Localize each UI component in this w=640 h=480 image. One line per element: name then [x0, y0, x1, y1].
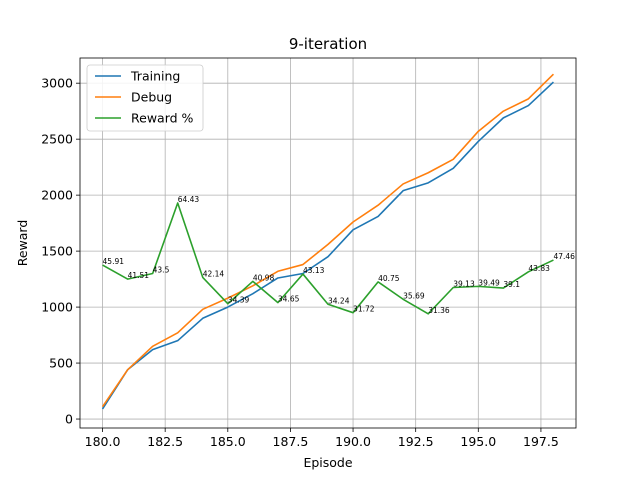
y-tick-label: 500	[49, 356, 73, 371]
legend: Training Debug Reward %	[86, 64, 204, 132]
series-line-reward	[102, 202, 554, 315]
data-label: 31.36	[428, 306, 450, 315]
data-label: 47.46	[553, 252, 575, 261]
y-tick-label: 2000	[41, 188, 73, 203]
x-tick-label: 187.5	[273, 434, 309, 449]
x-tick-label: 195.0	[460, 434, 496, 449]
y-tick-label: 0	[65, 412, 73, 427]
x-tick-label: 197.5	[523, 434, 559, 449]
y-axis-label: Reward	[15, 220, 30, 267]
y-tick-label: 1000	[41, 300, 73, 315]
data-label: 64.43	[178, 195, 200, 204]
x-tick-label: 190.0	[335, 434, 371, 449]
data-label: 40.98	[253, 273, 275, 282]
data-label: 39.49	[478, 278, 500, 287]
series-line-debug	[101, 73, 555, 408]
x-tick-label: 185.0	[210, 434, 246, 449]
y-tick-label: 2500	[41, 132, 73, 147]
data-label: 39.1	[503, 280, 520, 289]
y-tick-label: 3000	[41, 76, 73, 91]
legend-label: Debug	[131, 90, 172, 105]
data-label: 34.65	[278, 295, 300, 304]
x-axis-label: Episode	[303, 455, 352, 470]
data-label: 39.13	[453, 280, 475, 289]
data-label: 34.39	[228, 296, 250, 305]
y-tick-label: 1500	[41, 244, 73, 259]
data-label: 42.14	[203, 269, 225, 278]
data-label: 31.72	[353, 305, 375, 314]
chart-title: 9-iteration	[289, 35, 367, 53]
x-tick-label: 180.0	[85, 434, 121, 449]
series-line-training	[101, 81, 554, 410]
legend-label: Training	[130, 69, 180, 84]
data-label: 43.5	[153, 266, 170, 275]
data-label: 34.24	[328, 296, 350, 305]
x-tick-label: 192.5	[398, 434, 434, 449]
legend-label: Reward %	[131, 111, 194, 126]
data-label: 43.13	[303, 266, 325, 275]
x-tick-label: 182.5	[147, 434, 183, 449]
data-label: 40.75	[378, 274, 400, 283]
data-label: 45.91	[103, 257, 125, 266]
legend-frame	[86, 64, 204, 132]
plot-area-frame	[79, 57, 577, 429]
data-label: 43.83	[528, 264, 550, 273]
data-label: 41.51	[128, 271, 150, 280]
data-label: 35.69	[403, 291, 425, 300]
